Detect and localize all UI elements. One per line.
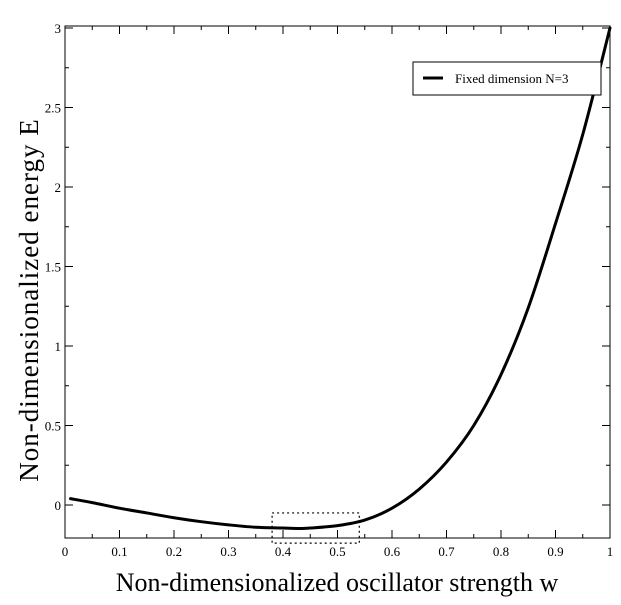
y-tick-label: 2 [55,180,62,195]
x-tick-labels: 0 0.1 0.2 0.3 0.4 0.5 0.6 0.7 0.8 0.9 1 [62,544,614,559]
x-tick-label: 0 [62,544,69,559]
axis-ticks [64,26,611,538]
series-line-fixed-dimension [68,26,612,531]
x-tick-label: 1 [607,544,614,559]
y-tick-labels: 0 0.5 1 1.5 2 2.5 3 [45,21,61,513]
plot-frame [64,25,611,539]
x-tick-label: 0.3 [220,544,236,559]
y-tick-label: 0.5 [45,419,61,434]
legend: Fixed dimension N=3 [412,61,602,96]
y-tick-label: 3 [55,21,62,36]
y-axis-label: Non-dimensionalized energy E [14,118,44,481]
x-tick-label: 0.6 [384,544,401,559]
x-tick-label: 0.2 [166,544,182,559]
x-axis-label: Non-dimensionalized oscillator strength … [116,568,559,597]
x-tick-label: 0.5 [329,544,345,559]
x-tick-label: 0.4 [275,544,292,559]
x-tick-label: 0.9 [547,544,563,559]
legend-entry: Fixed dimension N=3 [455,71,569,86]
zoom-region-box [271,512,360,544]
x-tick-label: 0.7 [438,544,455,559]
x-tick-label: 0.8 [493,544,509,559]
y-tick-label: 1 [55,339,62,354]
y-tick-label: 2.5 [45,101,61,116]
x-tick-label: 0.1 [111,544,127,559]
y-tick-label: 1.5 [45,260,61,275]
y-tick-label: 0 [55,498,62,513]
legend-box [412,61,602,96]
